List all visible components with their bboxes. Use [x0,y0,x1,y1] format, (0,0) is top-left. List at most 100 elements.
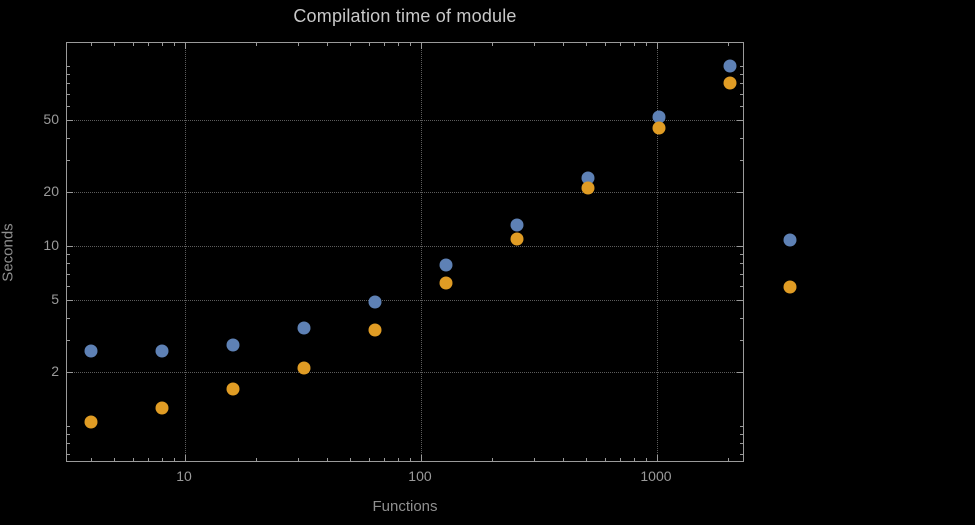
x-tick-300 [533,458,535,461]
gridline-y-10 [67,245,743,247]
data-point-series-2-orange [226,382,240,396]
y-tick-8 [67,263,70,265]
x-tick-10 [184,455,186,461]
x-tick-1000 [656,43,658,49]
y-tick-90 [740,74,743,76]
y-tick-7 [67,273,70,275]
y-tick-label-2: 2 [51,362,59,379]
y-tick-label-50: 50 [43,111,59,128]
legend-marker-series-2-orange [783,280,797,294]
y-tick-30 [67,160,70,162]
data-point-series-1-blue [84,344,98,358]
data-point-series-1-blue [439,258,453,272]
y-tick-4 [67,317,70,319]
y-tick-40 [740,137,743,139]
y-tick-50 [737,120,743,122]
gridline-y-5 [67,300,743,302]
data-point-series-1-blue [297,321,311,335]
x-tick-800 [634,43,636,46]
data-point-series-2-orange [581,181,595,195]
gridline-x-1000 [656,43,658,461]
y-tick-0.7000000000000001 [67,453,70,455]
y-tick-10 [67,245,73,247]
x-tick-600 [604,458,606,461]
x-tick-80 [398,43,400,46]
y-tick-60 [67,105,70,107]
data-point-series-1-blue [510,218,524,232]
x-tick-label-10: 10 [176,468,192,484]
y-tick-label-20: 20 [43,182,59,199]
y-tick-80 [740,83,743,85]
y-tick-0.9 [67,434,70,436]
legend-marker-series-1-blue [783,233,797,247]
y-tick-70 [67,93,70,95]
data-point-series-2-orange [155,401,169,415]
x-tick-2000 [728,43,730,46]
data-point-series-2-orange [723,76,737,90]
x-tick-900 [646,458,648,461]
gridline-x-100 [420,43,422,461]
y-tick-100 [67,66,70,68]
x-tick-700 [620,43,622,46]
y-tick-100 [740,66,743,68]
x-tick-90 [410,458,412,461]
x-tick-300 [533,43,535,46]
x-tick-20 [256,458,258,461]
y-tick-0.8 [740,443,743,445]
x-tick-2000 [728,458,730,461]
x-tick-4 [91,458,93,461]
gridline-y-50 [67,120,743,122]
y-tick-0.9 [740,434,743,436]
x-tick-50 [349,458,351,461]
x-tick-500 [585,458,587,461]
x-tick-500 [585,43,587,46]
x-tick-400 [563,458,565,461]
y-tick-9 [740,254,743,256]
plot-area [66,42,744,462]
data-point-series-2-orange [439,276,453,290]
x-tick-20 [256,43,258,46]
y-tick-label-10: 10 [43,236,59,253]
x-tick-100 [420,43,422,49]
y-tick-1 [740,425,743,427]
data-point-series-2-orange [84,415,98,429]
x-tick-9 [174,43,176,46]
y-tick-6 [740,285,743,287]
x-tick-700 [620,458,622,461]
y-tick-2 [737,371,743,373]
x-tick-8 [162,458,164,461]
x-tick-40 [327,458,329,461]
x-tick-70 [384,458,386,461]
x-tick-900 [646,43,648,46]
y-tick-0.7000000000000001 [740,453,743,455]
data-point-series-1-blue [581,171,595,185]
y-tick-80 [67,83,70,85]
x-tick-4 [91,43,93,46]
x-tick-label-100: 100 [408,468,432,484]
y-tick-8 [740,263,743,265]
y-tick-10 [737,245,743,247]
x-tick-50 [349,43,351,46]
x-tick-70 [384,43,386,46]
x-tick-7 [148,43,150,46]
x-tick-90 [410,43,412,46]
y-tick-20 [737,191,743,193]
x-tick-200 [492,43,494,46]
y-tick-7 [740,273,743,275]
x-tick-8 [162,43,164,46]
x-tick-30 [297,458,299,461]
x-tick-7 [148,458,150,461]
data-point-series-2-orange [510,232,524,246]
y-tick-4 [740,317,743,319]
y-tick-50 [67,120,73,122]
x-tick-80 [398,458,400,461]
x-tick-1000 [656,455,658,461]
y-tick-3 [67,340,70,342]
y-tick-30 [740,160,743,162]
x-tick-9 [174,458,176,461]
y-tick-5 [737,300,743,302]
x-tick-40 [327,43,329,46]
y-tick-6 [67,285,70,287]
y-tick-20 [67,191,73,193]
